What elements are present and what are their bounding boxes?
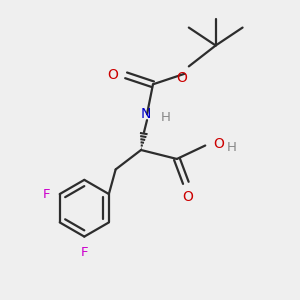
Text: F: F (81, 246, 88, 259)
Text: F: F (43, 188, 50, 200)
Text: O: O (182, 190, 193, 204)
Text: O: O (176, 71, 187, 85)
Text: H: H (160, 111, 170, 124)
Text: H: H (227, 140, 237, 154)
Text: O: O (214, 137, 224, 151)
Text: O: O (107, 68, 118, 82)
Text: N: N (140, 107, 151, 121)
